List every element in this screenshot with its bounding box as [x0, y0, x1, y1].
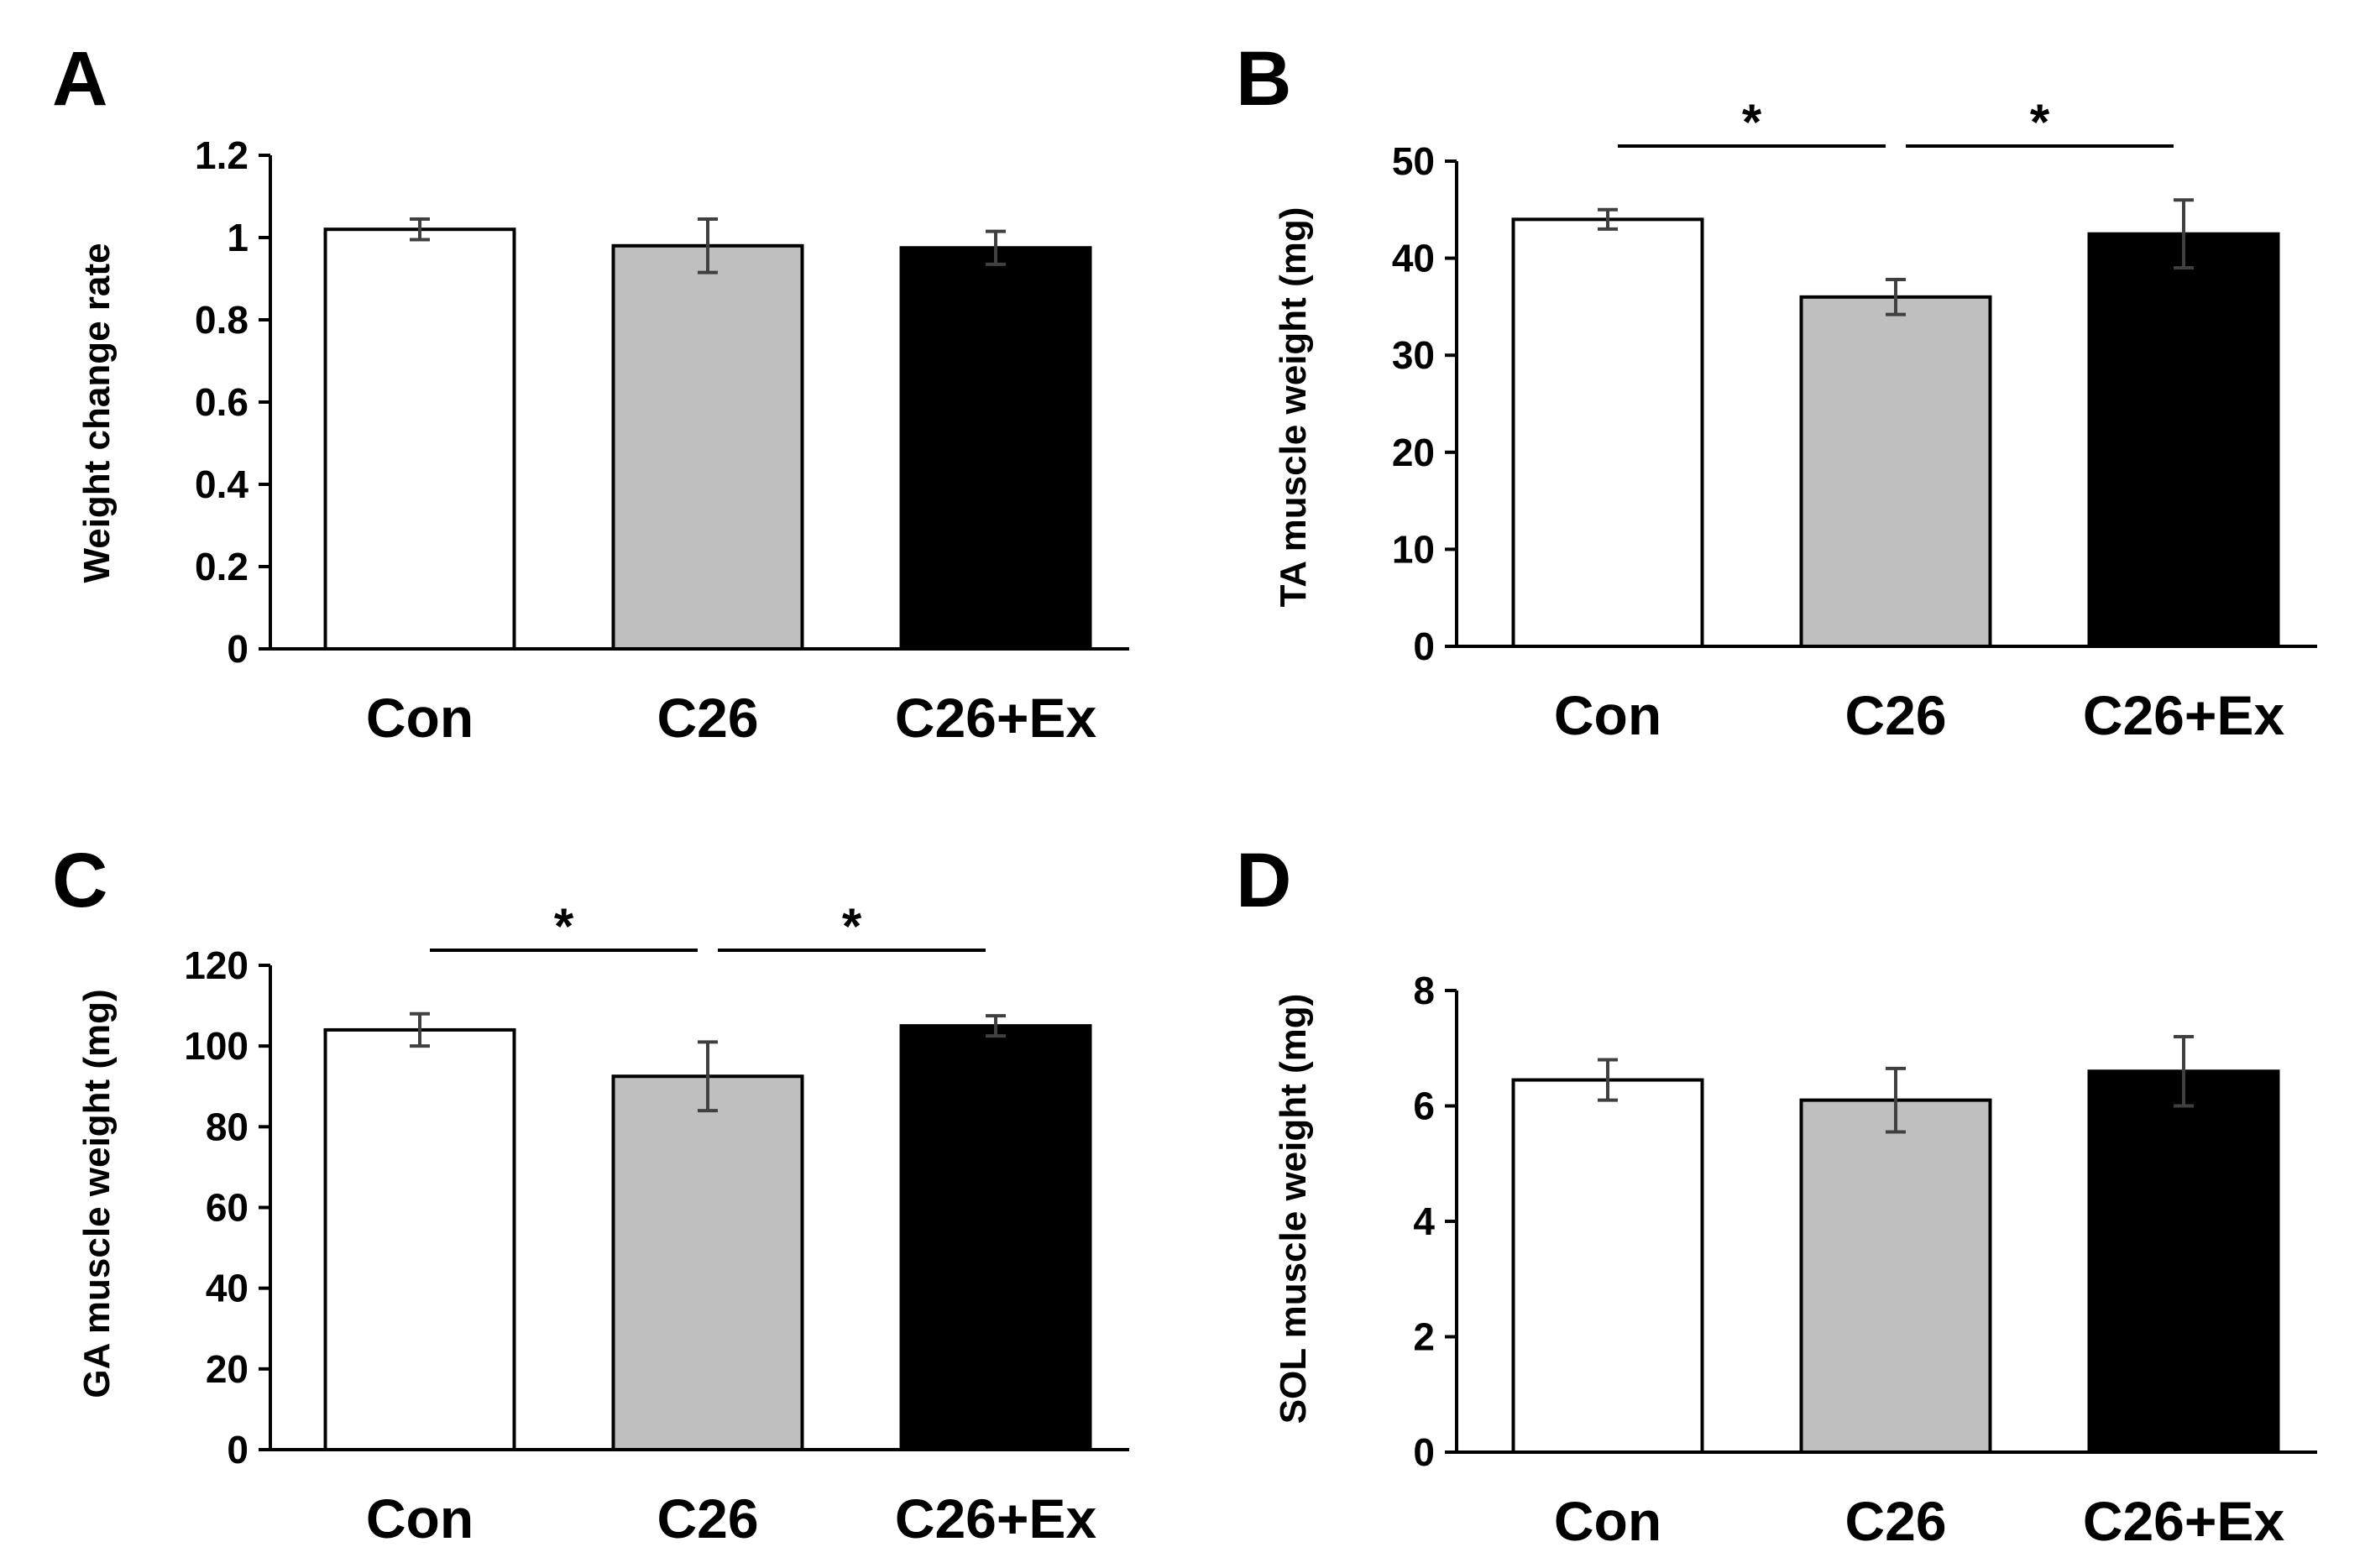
plot-area: 0 0.2 0.4 0.6 0.8 1 1.2 Con C26 C26+Ex — [195, 133, 1129, 749]
panel-label: A — [52, 36, 107, 122]
y-tick-label: 0.8 — [195, 298, 249, 342]
significance-marker: * — [554, 898, 574, 954]
category-label: C26 — [1844, 684, 1946, 746]
significance-marker: * — [1742, 94, 1762, 150]
y-tick-label: 40 — [1392, 237, 1435, 280]
category-label: Con — [1554, 1490, 1661, 1552]
y-tick-label: 4 — [1413, 1200, 1435, 1243]
bar — [611, 243, 804, 651]
panel-b: B TA muscle weight (mg) 0 10 20 30 40 50 Con C2… — [1236, 36, 2317, 746]
panel-label: B — [1236, 36, 1291, 122]
bar — [1511, 1078, 1704, 1454]
plot-area: 0 20 40 60 80 100 120 Con C26 C26+Ex * * — [184, 898, 1129, 1550]
y-tick-label: 100 — [184, 1024, 249, 1068]
bar — [1511, 217, 1704, 648]
y-tick-label: 0.4 — [195, 463, 249, 506]
y-tick-label: 0 — [1413, 1430, 1435, 1474]
panel-a: A Weight change rate 0 0.2 0.4 0.6 0.8 1 1.2 Co… — [52, 36, 1129, 749]
y-axis-label: TA muscle weight (mg) — [1273, 207, 1314, 608]
category-label: C26 — [657, 1487, 758, 1550]
y-tick-label: 2 — [1413, 1315, 1435, 1359]
category-label: C26 — [657, 687, 758, 749]
category-label: C26 — [1844, 1490, 1946, 1552]
y-tick-label: 0 — [227, 627, 249, 671]
y-tick-label: 20 — [1392, 431, 1435, 474]
y-tick-label: 30 — [1392, 333, 1435, 377]
panel-c: C GA muscle weight (mg) 0 20 40 60 80 100 120 C… — [52, 838, 1129, 1550]
bar — [1799, 1098, 1992, 1454]
bar — [899, 1024, 1092, 1451]
bar — [323, 227, 516, 651]
y-tick-label: 0 — [1413, 625, 1435, 668]
category-label: C26+Ex — [2083, 684, 2285, 746]
y-tick-label: 0 — [227, 1428, 249, 1471]
category-label: C26+Ex — [2083, 1490, 2285, 1552]
y-tick-label: 6 — [1413, 1085, 1435, 1128]
y-tick-label: 50 — [1392, 139, 1435, 183]
y-tick-label: 10 — [1392, 527, 1435, 571]
y-tick-label: 1 — [227, 216, 249, 259]
category-label: Con — [366, 1487, 474, 1550]
bar — [2087, 232, 2280, 648]
bar — [2087, 1069, 2280, 1454]
y-tick-label: 60 — [206, 1186, 249, 1230]
panel-d: D SOL muscle weight (mg) 0 2 4 6 8 Con C26 C26+… — [1236, 838, 2317, 1552]
plot-area: 0 2 4 6 8 Con C26 C26+Ex — [1413, 969, 2317, 1552]
y-axis-label: Weight change rate — [76, 243, 118, 583]
bar — [899, 246, 1092, 651]
y-tick-label: 0.2 — [195, 545, 249, 588]
y-tick-label: 8 — [1413, 969, 1435, 1012]
plot-area: 0 10 20 30 40 50 Con C26 C26+Ex * * — [1392, 94, 2317, 746]
y-tick-label: 40 — [206, 1267, 249, 1310]
y-tick-label: 1.2 — [195, 133, 249, 177]
category-label: Con — [1554, 684, 1661, 746]
y-tick-label: 120 — [184, 943, 249, 987]
y-tick-label: 0.6 — [195, 380, 249, 424]
significance-marker: * — [842, 898, 862, 954]
bar — [1799, 295, 1992, 648]
category-label: C26+Ex — [895, 687, 1097, 749]
category-label: Con — [366, 687, 474, 749]
category-label: C26+Ex — [895, 1487, 1097, 1550]
y-axis-label: GA muscle weight (mg) — [76, 989, 118, 1398]
bar — [323, 1027, 516, 1452]
panel-label: D — [1236, 838, 1291, 923]
significance-marker: * — [2030, 94, 2050, 150]
bar — [611, 1074, 804, 1451]
y-tick-label: 80 — [206, 1105, 249, 1148]
panel-label: C — [52, 838, 107, 923]
y-tick-label: 20 — [206, 1347, 249, 1391]
y-axis-label: SOL muscle weight (mg) — [1273, 994, 1314, 1424]
